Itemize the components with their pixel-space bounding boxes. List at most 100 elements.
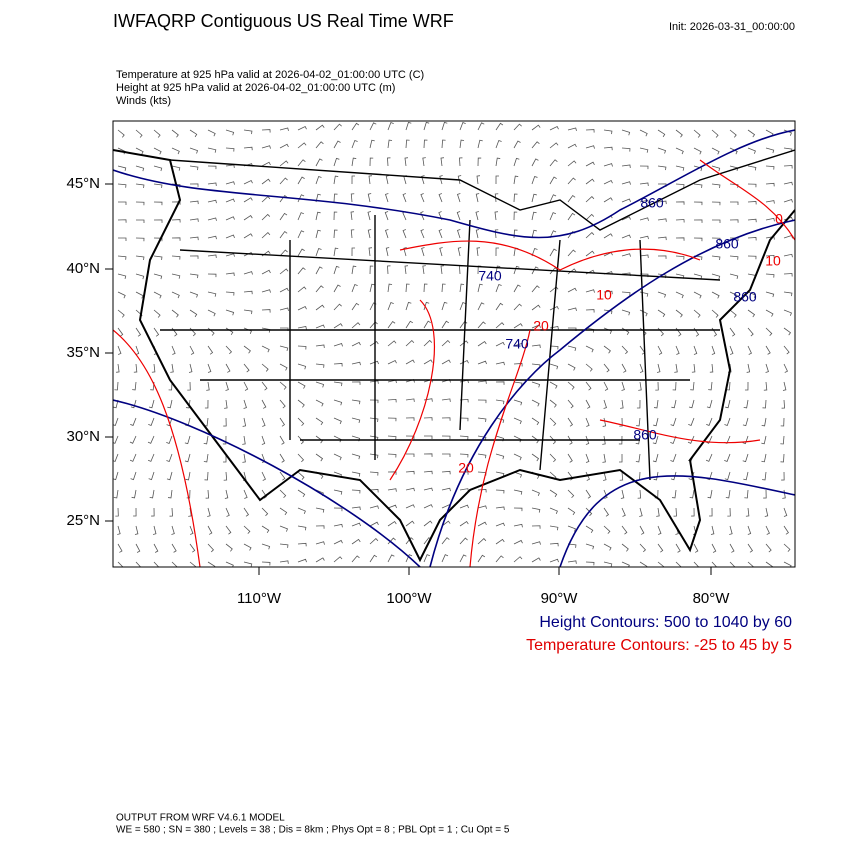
- wind-barb: [747, 237, 757, 241]
- wind-barb: [171, 309, 179, 318]
- wind-barb: [693, 183, 703, 188]
- wind-barb: [675, 165, 685, 171]
- wind-barb: [351, 489, 361, 494]
- wind-barb: [261, 232, 271, 239]
- wind-barb: [709, 507, 713, 517]
- wind-barb: [693, 327, 700, 337]
- wind-barb: [603, 381, 609, 391]
- wind-barb: [783, 327, 792, 336]
- wind-barb: [513, 507, 523, 512]
- wind-barb: [225, 291, 235, 296]
- wind-barb: [117, 219, 127, 223]
- wind-barb: [333, 539, 343, 545]
- wind-barb: [279, 177, 288, 185]
- wind-barb: [315, 211, 321, 221]
- wind-barb: [134, 525, 139, 535]
- wind-barb: [729, 543, 735, 553]
- wind-barb: [315, 193, 321, 203]
- wind-barb: [621, 216, 631, 221]
- wind-barb: [459, 320, 468, 329]
- wind-barb: [225, 164, 235, 169]
- wind-barb: [351, 302, 360, 311]
- wind-barb: [423, 554, 431, 563]
- wind-barb: [459, 302, 466, 311]
- wind-barb: [315, 124, 325, 131]
- field-label: Winds (kts): [116, 95, 171, 107]
- wind-barb: [585, 345, 594, 353]
- wind-barb: [531, 381, 541, 388]
- wind-barb: [135, 543, 141, 553]
- wind-barb: [315, 363, 325, 368]
- wind-barb: [441, 398, 451, 402]
- wind-barb: [729, 219, 739, 223]
- wind-barb: [297, 305, 307, 311]
- wind-barb: [603, 327, 612, 334]
- wind-barb: [567, 127, 577, 131]
- wind-barb: [187, 381, 191, 391]
- wind-barb: [351, 381, 361, 385]
- wind-barb: [297, 381, 306, 389]
- wind-barb: [171, 219, 181, 223]
- wind-barb: [639, 254, 649, 258]
- wind-barb: [261, 129, 271, 133]
- height-contour: [113, 129, 795, 567]
- wind-barb: [567, 194, 576, 203]
- wind-barb: [621, 507, 626, 517]
- wind-barb: [513, 211, 518, 221]
- wind-barb: [585, 381, 592, 391]
- wind-barb: [133, 507, 137, 517]
- lat-label: 25°N: [66, 512, 100, 529]
- wind-barb: [639, 147, 649, 153]
- wind-barb: [279, 363, 288, 371]
- wind-barb: [440, 265, 445, 275]
- wind-barb: [333, 435, 342, 443]
- wind-barb: [243, 543, 252, 551]
- wind-barb: [459, 122, 466, 131]
- wind-barb: [531, 525, 541, 529]
- wind-barb: [639, 363, 644, 373]
- wind-barb: [691, 507, 695, 517]
- wind-barb: [297, 345, 307, 350]
- wind-barb: [603, 363, 610, 373]
- wind-barb: [166, 417, 173, 427]
- wind-barb: [742, 453, 749, 463]
- wind-barb: [744, 381, 749, 391]
- wind-barb: [153, 273, 163, 280]
- wind-barb: [423, 339, 433, 347]
- wind-barb: [171, 147, 180, 155]
- wind-barb: [513, 399, 523, 406]
- wind-barb: [315, 507, 325, 513]
- wind-barb: [765, 327, 773, 336]
- wind-barb: [184, 453, 191, 463]
- wind-barb: [297, 363, 307, 370]
- wind-barb: [170, 363, 174, 373]
- wind-barb: [675, 291, 684, 299]
- wind-barb: [531, 158, 539, 167]
- wind-barb: [495, 361, 505, 366]
- wind-barb: [711, 237, 721, 242]
- wind-barb: [369, 265, 374, 275]
- wind-barb: [279, 127, 289, 132]
- wind-barb: [279, 525, 288, 532]
- wind-barb: [513, 453, 522, 461]
- wind-barb: [206, 381, 210, 391]
- wind-barb: [117, 237, 127, 241]
- wind-barb: [637, 489, 642, 499]
- wind-barb: [387, 283, 393, 293]
- wind-barb: [153, 309, 161, 318]
- wind-barb: [423, 520, 433, 527]
- wind-barb: [657, 345, 663, 355]
- wind-barb: [351, 399, 361, 405]
- wind-barb: [477, 360, 487, 365]
- wind-barb: [243, 327, 252, 334]
- wind-barb: [225, 345, 233, 355]
- wind-barb: [549, 363, 559, 370]
- wind-barb: [531, 435, 540, 444]
- wind-barb: [261, 178, 271, 185]
- wind-barb: [531, 247, 538, 257]
- wind-barb: [315, 381, 325, 388]
- wind-barb: [603, 290, 613, 295]
- wind-barb: [351, 361, 361, 366]
- wind-barb: [368, 247, 373, 257]
- wind-barb: [585, 289, 595, 293]
